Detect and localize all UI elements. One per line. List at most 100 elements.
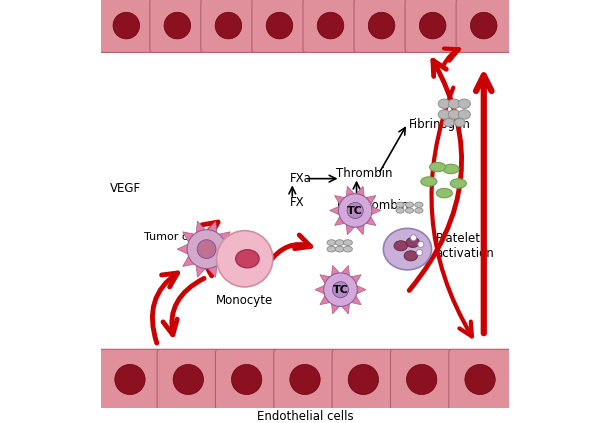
Ellipse shape — [115, 365, 145, 395]
Ellipse shape — [215, 12, 242, 39]
Text: Tumor cell: Tumor cell — [145, 231, 201, 242]
FancyBboxPatch shape — [303, 0, 358, 52]
Ellipse shape — [327, 246, 336, 252]
Text: Prothrombin: Prothrombin — [337, 199, 409, 212]
Ellipse shape — [113, 12, 140, 39]
Text: TC: TC — [347, 206, 363, 215]
Ellipse shape — [335, 240, 344, 245]
Text: Fibrinogen: Fibrinogen — [409, 118, 471, 131]
Polygon shape — [208, 221, 217, 233]
FancyBboxPatch shape — [99, 0, 154, 52]
Polygon shape — [356, 225, 364, 235]
Ellipse shape — [406, 237, 420, 247]
Polygon shape — [320, 275, 330, 283]
Circle shape — [324, 273, 357, 306]
Ellipse shape — [436, 188, 452, 198]
Ellipse shape — [327, 240, 336, 245]
Ellipse shape — [429, 162, 446, 172]
Polygon shape — [219, 256, 231, 266]
Text: FXa: FXa — [290, 172, 312, 185]
Ellipse shape — [438, 99, 450, 108]
Text: Tf: Tf — [218, 240, 229, 253]
Polygon shape — [346, 186, 354, 196]
Bar — [101, 0, 509, 51]
Ellipse shape — [383, 228, 431, 270]
Ellipse shape — [348, 365, 379, 395]
FancyBboxPatch shape — [252, 0, 307, 52]
Ellipse shape — [404, 251, 417, 261]
Polygon shape — [183, 232, 194, 242]
Ellipse shape — [448, 110, 461, 119]
Circle shape — [187, 230, 226, 269]
Polygon shape — [320, 296, 330, 305]
Ellipse shape — [470, 12, 497, 39]
FancyBboxPatch shape — [390, 349, 453, 410]
Polygon shape — [351, 296, 361, 305]
FancyBboxPatch shape — [405, 0, 460, 52]
Circle shape — [197, 240, 216, 258]
Text: VEGF: VEGF — [110, 182, 142, 195]
Polygon shape — [219, 232, 231, 242]
Polygon shape — [177, 244, 188, 254]
Ellipse shape — [454, 118, 465, 126]
Circle shape — [411, 235, 417, 241]
Polygon shape — [366, 195, 376, 204]
Ellipse shape — [173, 365, 204, 395]
Polygon shape — [351, 275, 361, 283]
Polygon shape — [356, 186, 364, 196]
Circle shape — [332, 282, 348, 298]
Ellipse shape — [458, 99, 470, 108]
Polygon shape — [342, 266, 350, 275]
Polygon shape — [335, 217, 345, 225]
Ellipse shape — [458, 110, 470, 119]
Ellipse shape — [438, 110, 450, 119]
FancyBboxPatch shape — [449, 349, 511, 410]
Text: Monocyte: Monocyte — [216, 294, 273, 307]
Ellipse shape — [406, 208, 414, 213]
Ellipse shape — [164, 12, 191, 39]
Ellipse shape — [396, 208, 404, 213]
Ellipse shape — [317, 12, 344, 39]
Ellipse shape — [406, 202, 414, 207]
FancyBboxPatch shape — [157, 349, 220, 410]
Ellipse shape — [443, 118, 454, 126]
Polygon shape — [315, 286, 325, 294]
Text: FX: FX — [290, 196, 304, 209]
Polygon shape — [335, 195, 345, 204]
Ellipse shape — [231, 365, 262, 395]
Polygon shape — [346, 225, 354, 235]
Polygon shape — [342, 304, 350, 314]
Circle shape — [217, 231, 273, 287]
Polygon shape — [196, 221, 206, 233]
FancyBboxPatch shape — [456, 0, 511, 52]
Polygon shape — [225, 244, 236, 254]
Ellipse shape — [419, 12, 446, 39]
Polygon shape — [208, 266, 217, 277]
FancyBboxPatch shape — [99, 349, 161, 410]
Text: FVIIa: FVIIa — [242, 240, 270, 253]
Text: Endothelial cells: Endothelial cells — [257, 410, 353, 423]
Polygon shape — [196, 266, 206, 277]
Polygon shape — [357, 286, 366, 294]
Ellipse shape — [290, 365, 320, 395]
Ellipse shape — [335, 246, 344, 252]
Ellipse shape — [465, 365, 495, 395]
Polygon shape — [331, 304, 339, 314]
FancyBboxPatch shape — [332, 349, 395, 410]
FancyBboxPatch shape — [274, 349, 336, 410]
Ellipse shape — [421, 177, 437, 186]
Polygon shape — [366, 217, 376, 225]
Polygon shape — [371, 206, 381, 214]
Circle shape — [417, 250, 423, 255]
Circle shape — [347, 203, 364, 219]
Polygon shape — [330, 206, 339, 214]
Ellipse shape — [343, 246, 353, 252]
Text: TC: TC — [332, 285, 348, 295]
Ellipse shape — [415, 202, 423, 207]
Ellipse shape — [443, 164, 459, 174]
FancyBboxPatch shape — [150, 0, 205, 52]
Polygon shape — [183, 256, 194, 266]
Ellipse shape — [415, 208, 423, 213]
Text: Platelet
activation: Platelet activation — [436, 232, 494, 260]
Ellipse shape — [406, 365, 437, 395]
